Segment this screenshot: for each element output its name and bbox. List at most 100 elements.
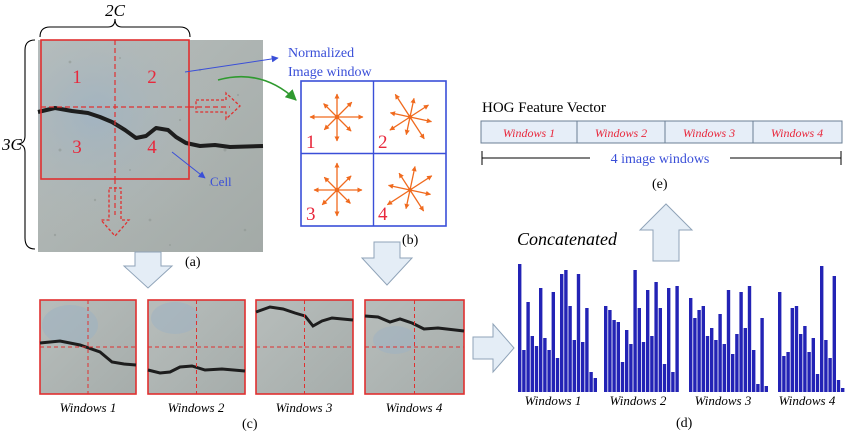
histogram-label-3: Windows 3 xyxy=(695,393,752,408)
thumbnail-label-2: Windows 2 xyxy=(168,400,225,415)
gradient-star-4 xyxy=(386,165,433,212)
histogram-bar xyxy=(650,336,654,392)
gradient-star-3 xyxy=(313,162,363,217)
histogram-bar xyxy=(620,362,625,392)
histogram-bar xyxy=(714,340,718,392)
histogram-bar xyxy=(836,380,841,392)
histogram-bar xyxy=(551,292,555,392)
histogram-bar xyxy=(568,306,572,392)
callout-line-window xyxy=(184,55,279,73)
right-arrow-c-to-d xyxy=(472,322,515,374)
gradient-vector xyxy=(321,189,338,206)
histogram-bar xyxy=(522,350,526,392)
histogram-bar xyxy=(593,378,597,392)
vector-segment-4: Windows 4 xyxy=(771,126,823,140)
panel-c: Windows 1 Windows 2 Windows 3 Windows 4 … xyxy=(39,299,465,432)
feature-vector-title: HOG Feature Vector xyxy=(482,100,606,116)
caption-a: (a) xyxy=(185,255,201,270)
histogram-bar xyxy=(564,270,568,392)
histogram-label-2: Windows 2 xyxy=(610,393,667,408)
thumbnail-grid-lines xyxy=(40,300,464,394)
down-arrow-b xyxy=(360,241,414,286)
cell-number-1: 1 xyxy=(72,67,82,88)
histogram-bar xyxy=(756,384,760,392)
grid-number-1: 1 xyxy=(306,132,316,153)
thumbnail-label-3: Windows 3 xyxy=(276,400,333,415)
histogram-bar xyxy=(764,386,768,392)
histogram-bar xyxy=(654,282,658,392)
gradient-vector xyxy=(386,189,411,206)
crack xyxy=(37,106,264,149)
histogram-bar xyxy=(662,364,667,392)
slide-down-arrow xyxy=(99,187,131,237)
histogram-bar xyxy=(743,328,747,392)
histogram-bar xyxy=(722,344,726,392)
width-label: 2C xyxy=(105,1,126,20)
histogram-bar xyxy=(633,270,637,392)
callout-cell-label: Cell xyxy=(210,174,232,189)
gradient-vector xyxy=(409,165,417,191)
histogram-bar xyxy=(782,356,786,392)
histogram-bar xyxy=(526,302,530,392)
gradient-orientation-stars xyxy=(309,93,433,217)
histogram-label-4: Windows 4 xyxy=(779,393,836,408)
cell-number-3: 3 xyxy=(72,137,82,158)
histogram-bar xyxy=(718,314,722,392)
histogram-bar xyxy=(841,388,845,392)
histogram-bar xyxy=(828,358,832,392)
caption-c: (c) xyxy=(242,417,258,432)
gradient-vector xyxy=(389,111,411,118)
caption-d: (d) xyxy=(676,416,693,431)
histogram-bar xyxy=(589,372,593,392)
panel-a: 1 2 3 4 2C 3C Normalized Image window Ce… xyxy=(1,1,372,270)
gradient-vector xyxy=(394,93,411,118)
histogram-bar xyxy=(539,288,543,392)
connector-to-panel-b xyxy=(217,75,297,101)
down-arrow-a xyxy=(122,251,174,289)
gradient-vector xyxy=(409,97,416,118)
histogram-bar xyxy=(815,374,820,392)
histogram-bar xyxy=(629,344,633,392)
gradient-vector xyxy=(336,116,352,132)
histogram-bar xyxy=(803,326,807,392)
histogram-bar xyxy=(701,306,705,392)
histogram-4 xyxy=(778,266,845,392)
histogram-bar xyxy=(555,358,560,392)
span-label: 4 image windows xyxy=(611,152,710,167)
up-arrow-d-to-e xyxy=(638,203,694,262)
height-brace xyxy=(16,39,36,250)
histogram-bar xyxy=(739,292,743,392)
histogram-bar xyxy=(794,306,799,392)
gradient-vector xyxy=(323,116,338,131)
histogram-bar xyxy=(581,342,585,392)
histogram-bar xyxy=(786,352,790,392)
histogram-bar xyxy=(585,308,589,392)
thumbnail-label-1: Windows 1 xyxy=(60,400,117,415)
histogram-bar xyxy=(608,310,612,392)
histogram-bar xyxy=(760,318,764,392)
gradient-vector xyxy=(409,116,433,124)
histogram-bar xyxy=(530,336,534,392)
grid-number-3: 3 xyxy=(306,204,316,225)
histogram-bar xyxy=(543,338,547,392)
histogram-bar xyxy=(824,340,828,392)
histogram-bar xyxy=(576,274,581,392)
grid-number-2: 2 xyxy=(378,132,388,153)
histogram-bar xyxy=(726,290,731,392)
histogram-bar xyxy=(790,308,794,392)
panel-b: 1 2 3 4 (b) xyxy=(300,80,447,248)
histogram-bar xyxy=(616,322,620,392)
histogram-bar xyxy=(604,306,608,392)
gradient-vector xyxy=(389,116,411,131)
gradient-vector xyxy=(336,189,351,204)
histogram-bar xyxy=(705,336,710,392)
histogram-bar xyxy=(518,264,522,392)
slide-right-arrow xyxy=(195,91,241,121)
histogram-bar xyxy=(641,342,646,392)
gradient-vector xyxy=(323,103,338,118)
histogram-bar xyxy=(625,330,629,392)
gradient-vector xyxy=(409,189,432,196)
histogram-bar xyxy=(807,352,811,392)
histogram-bar xyxy=(689,298,693,392)
